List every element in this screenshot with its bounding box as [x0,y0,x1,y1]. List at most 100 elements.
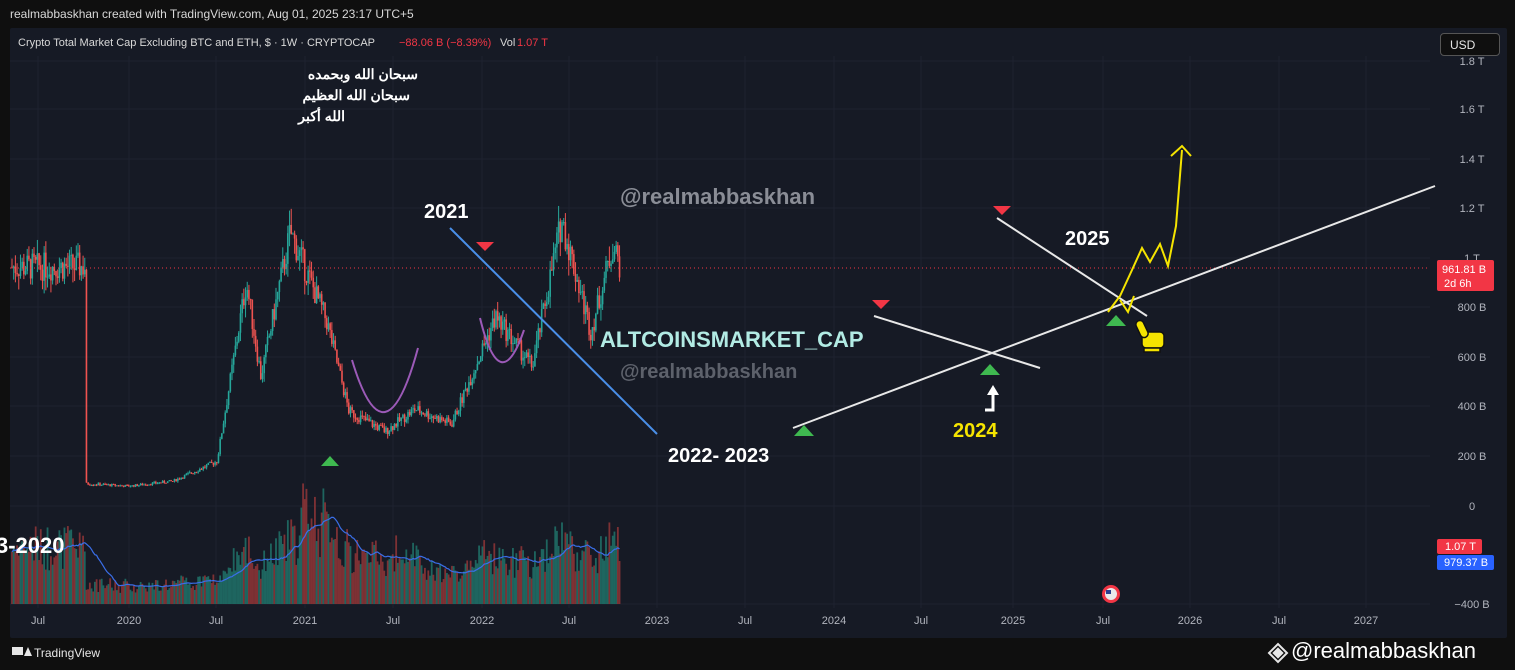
volume-bar [408,558,411,604]
volume-bar [415,545,418,604]
volume-bar [246,563,249,604]
candle-body [155,481,157,484]
candle-body [67,265,69,267]
white-downtrend-2024[interactable] [873,315,1041,369]
candle-body [193,471,196,474]
candle-body [466,388,469,392]
volume-bar [391,554,394,604]
candle-body [48,274,51,277]
white-downtrend-2025[interactable] [996,217,1148,317]
candle-body [89,484,91,486]
white-uptrend-line[interactable] [792,185,1436,429]
candle-body [422,412,425,415]
chart-panel[interactable] [10,28,1507,638]
candle-body [488,335,491,341]
volume-bar [34,526,37,604]
candle-body [449,421,452,425]
yellow-projection[interactable] [1107,149,1183,313]
volume-bar [264,571,267,604]
candle-body [229,373,232,392]
candle-body [302,247,304,250]
volume-bar [567,544,570,604]
candle-body [16,272,18,275]
volume-bar [427,570,430,604]
candle-body [507,329,509,341]
volume-bar [418,556,421,604]
y-tick-label: 800 B [1458,302,1487,314]
volume-bar [557,545,560,604]
volume-bar [484,559,487,604]
watermark-mid: @realmabbaskhan [620,361,797,383]
candle-body [476,364,479,371]
volume-bar [403,563,406,604]
candle-body [121,485,123,487]
candle-body [209,461,211,463]
candle-body [491,318,494,329]
tradingview-logo[interactable]: TradingView [12,646,100,660]
volume-bar [270,543,272,604]
candle-body [368,418,370,421]
volume-bar [615,545,618,604]
volume-bar [332,539,335,604]
volume-bar [528,576,531,604]
candle-body [402,414,404,418]
candle-body [285,263,287,270]
candle-body [515,338,518,343]
volume-bar [182,576,184,604]
candle-body [559,221,562,243]
volume-bar [234,570,237,604]
watermark-top: @realmabbaskhan [620,184,815,209]
candle-body [331,330,333,344]
x-tick-label: 2021 [293,615,317,627]
volume-bar [11,551,13,604]
x-tick-label: Jul [386,615,400,627]
currency-button[interactable]: USD [1440,33,1500,56]
volume-bar [129,589,132,604]
candle-body [446,417,448,423]
volume-bar [515,553,518,604]
candle-body [126,484,128,486]
volume-bar [276,565,279,604]
candle-body [58,268,61,278]
candle-body [119,485,122,487]
candle-body [293,233,296,239]
candle-body [271,309,274,332]
candle-body [43,252,45,281]
volume-bar [540,549,543,604]
candle-body [276,291,279,300]
volume-bar [107,584,110,604]
candle-body [495,311,497,328]
volume-bar [300,507,303,604]
volume-bar [143,585,145,604]
volume-bar [38,560,40,604]
volume-bar [378,564,381,604]
candle-body [564,222,567,250]
volume-bar [31,548,34,604]
candle-body [500,316,502,330]
us-flag-icon[interactable] [1102,585,1120,603]
blue-trendline[interactable] [449,227,658,435]
candle-body [547,296,550,303]
time-axis[interactable]: Jul 2020 Jul 2021 Jul 2022 Jul 2023 Jul 2024 Jul 20… [31,615,1378,627]
volume-bar [100,578,103,604]
candle-body [600,304,602,308]
candle-body [508,329,511,331]
volume-bar [21,541,24,604]
candle-body [442,420,445,422]
candle-body [56,276,59,278]
candle-body [251,299,254,329]
candle-body [417,406,419,411]
candle-body [117,485,120,487]
candle-body [280,267,282,282]
volume-bar [451,565,453,604]
volume-bar [556,530,558,604]
y-tick-label: 1.8 T [1460,56,1485,68]
candle-body [557,221,560,233]
candle-body [188,472,191,474]
volume-bar [594,558,597,604]
symbol-title[interactable]: Crypto Total Market Cap Excluding BTC an… [18,37,375,49]
candle-body [464,388,467,391]
volume-bar [493,543,496,604]
